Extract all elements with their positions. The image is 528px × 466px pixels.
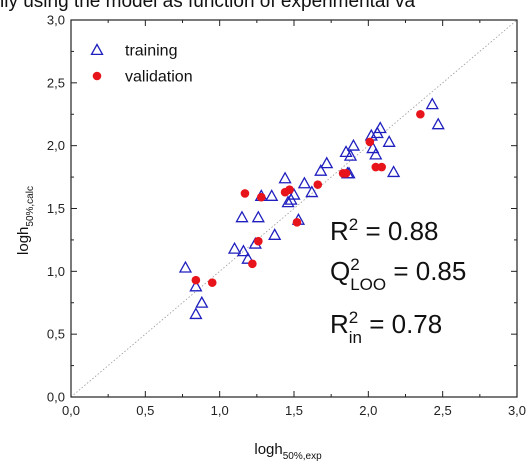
- training-point: [382, 135, 396, 147]
- training-point: [281, 195, 295, 208]
- reference-line: [70, 19, 518, 398]
- annotation-r2in: R2 in = 0.78: [330, 308, 442, 347]
- x-axis-label: logh50%,exp: [254, 441, 322, 462]
- validation-point: [377, 162, 387, 172]
- training-point: [189, 307, 203, 320]
- validation-point: [191, 275, 201, 285]
- annotation-value: = 0.85: [386, 256, 466, 286]
- training-point: [227, 241, 242, 254]
- validation-point: [416, 109, 425, 119]
- training-point: [320, 156, 334, 169]
- y-tick-label: 0,5: [47, 327, 65, 342]
- training-point: [195, 295, 209, 308]
- training-point: [431, 117, 445, 130]
- training-point: [178, 260, 193, 273]
- validation-point: [313, 180, 323, 189]
- annotation-sup: 2: [349, 215, 358, 234]
- validation-point: [248, 259, 257, 269]
- y-axis-label: logh50%,calc: [15, 186, 36, 255]
- y-axis-label-sub: 50%,calc: [25, 186, 36, 227]
- legend-label-validation: validation: [125, 69, 193, 86]
- training-point: [369, 147, 383, 160]
- series-validation: [191, 109, 425, 287]
- chart-caption: lly using the model as function of exper…: [0, 0, 416, 12]
- training-point: [268, 228, 282, 240]
- training-point: [251, 210, 265, 223]
- training-point: [236, 244, 251, 257]
- validation-point: [365, 137, 375, 147]
- training-point: [314, 163, 328, 176]
- training-point: [387, 165, 401, 178]
- training-point: [235, 210, 249, 223]
- annotation-sup: 2: [350, 255, 359, 274]
- legend-label-training: training: [125, 43, 177, 60]
- annotation-sup: 2: [349, 308, 358, 327]
- annotation-q2: Q2 LOO = 0.85: [330, 255, 466, 294]
- training-point: [343, 148, 358, 161]
- y-tick-label: 1,5: [47, 201, 65, 216]
- y-tick-label: 1,0: [47, 264, 65, 279]
- y-tick-label: 3,0: [47, 13, 65, 28]
- training-point: [265, 189, 279, 201]
- x-tick-label: 1,5: [285, 403, 303, 418]
- plot-area: 0,0 0,5 1,0 1,5 2,0 2,5 3,0 0,0 0,5 1,0 1,5 2,0 2,5 3…: [15, 13, 526, 463]
- training-point: [339, 145, 353, 158]
- annotation-base: Q: [330, 256, 350, 286]
- training-point: [373, 121, 387, 134]
- training-point: [425, 97, 439, 110]
- y-tick-label: 2,0: [47, 138, 65, 153]
- y-axis-label-main: logh: [15, 227, 32, 255]
- legend-training-marker: [90, 43, 104, 56]
- x-tick-label: 2,0: [359, 403, 377, 418]
- annotation-base: R: [330, 216, 349, 246]
- x-axis-label-main: logh: [254, 441, 282, 458]
- training-point: [189, 279, 203, 292]
- y-tick-label: 0,0: [47, 390, 65, 405]
- x-tick-label: 0,0: [62, 403, 80, 418]
- series-training: [178, 97, 445, 320]
- training-point: [297, 176, 312, 189]
- y-tick-label: 2,5: [47, 75, 65, 90]
- legend: training validation: [90, 43, 193, 86]
- training-point: [346, 138, 361, 151]
- training-point: [241, 251, 255, 264]
- annotation-r2: R2 = 0.88: [330, 215, 438, 246]
- validation-point: [240, 189, 250, 198]
- validation-point: [292, 218, 302, 227]
- x-tick-label: 3,0: [508, 403, 526, 418]
- x-tick-label: 0,5: [136, 403, 154, 418]
- validation-point: [285, 185, 294, 194]
- validation-point: [341, 169, 351, 178]
- annotation-value: = 0.88: [358, 216, 438, 246]
- x-tick-label: 1,0: [211, 403, 229, 418]
- training-point: [287, 187, 301, 200]
- validation-point: [207, 278, 217, 287]
- annotation-sub: in: [349, 328, 362, 347]
- legend-validation-marker: [92, 71, 102, 81]
- annotation-base: R: [330, 309, 349, 339]
- annotation-sub: LOO: [350, 275, 386, 294]
- training-point: [305, 185, 319, 198]
- training-point: [278, 171, 292, 184]
- annotation-value: = 0.78: [362, 309, 442, 339]
- x-tick-label: 2,5: [434, 403, 452, 418]
- validation-point: [254, 236, 263, 246]
- validation-point: [371, 162, 381, 172]
- training-point: [366, 141, 380, 154]
- validation-point: [256, 192, 266, 202]
- x-axis-label-sub: 50%,exp: [283, 451, 322, 462]
